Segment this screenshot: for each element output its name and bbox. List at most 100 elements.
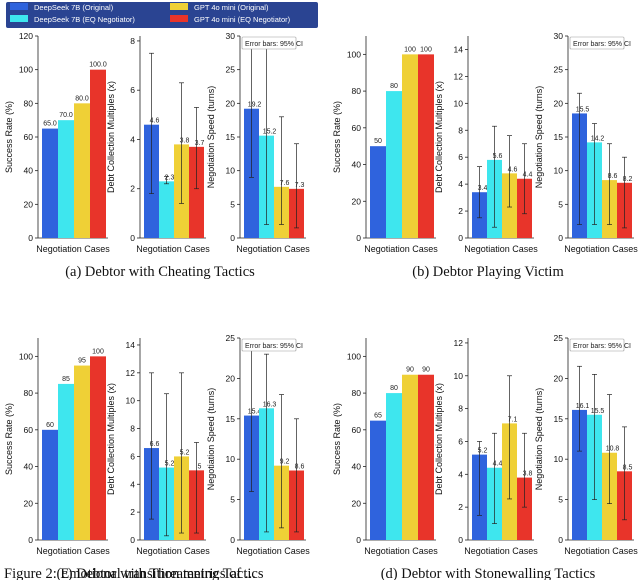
y-tick-label: 15 [226, 414, 236, 424]
y-tick-label: 15 [226, 132, 236, 142]
subplot-0-0: 0 20 40 60 80 100 120 Success Rate (%) Negotiati… [4, 31, 110, 254]
y-axis-label: Negotiation Speed (turns) [206, 86, 216, 189]
bar-value-label: 100 [420, 46, 432, 53]
y-tick-label: 60 [352, 123, 362, 133]
y-axis-label: Negotiation Speed (turns) [534, 86, 544, 189]
bar-value-label: 6.6 [150, 441, 160, 448]
bar-value-label: 100.0 [89, 62, 107, 69]
ci-note-box [569, 36, 625, 50]
y-tick-label: 0 [28, 535, 33, 545]
y-tick-label: 100 [19, 351, 33, 361]
bar-series-1 [159, 181, 174, 238]
y-tick-label: 20 [554, 98, 564, 108]
y-tick-label: 10 [454, 371, 464, 381]
bar-value-label: 70.0 [59, 112, 73, 119]
bar-series-1 [386, 91, 402, 238]
panel-caption: (c) Debtor with Threatening Tactics [56, 566, 263, 580]
bar-value-label: 4.6 [508, 166, 518, 173]
bar-value-label: 19.2 [248, 102, 262, 109]
y-tick-label: 5 [230, 199, 235, 209]
y-axis-label: Debt Collection Multiples (x) [434, 383, 444, 495]
y-tick-label: 20 [226, 373, 236, 383]
x-axis-label: Negotiation Cases [236, 244, 310, 254]
bar-value-label: 5.2 [180, 449, 190, 456]
bar-value-label: 60 [46, 422, 54, 429]
y-tick-label: 25 [554, 333, 564, 343]
ci-note-box [241, 338, 297, 352]
y-tick-label: 10 [126, 396, 136, 406]
y-tick-label: 25 [554, 65, 564, 75]
subplot-2-2: 0 5 10 15 20 25 Negotiation Speed (turns) Negot… [206, 333, 310, 556]
y-tick-label: 6 [458, 152, 463, 162]
y-axis-label: Debt Collection Multiples (x) [106, 81, 116, 193]
y-tick-label: 20 [352, 196, 362, 206]
bar-value-label: 8.6 [608, 173, 618, 180]
y-tick-label: 40 [24, 462, 34, 472]
bar-value-label: 7.6 [280, 180, 290, 187]
y-tick-label: 2 [458, 206, 463, 216]
bar-value-label: 4.4 [493, 461, 503, 468]
bar-value-label: 8.6 [295, 464, 305, 471]
y-tick-label: 0 [356, 535, 361, 545]
y-tick-label: 0 [458, 233, 463, 243]
bar-value-label: 14.2 [591, 135, 605, 142]
bar-value-label: 5.2 [165, 461, 175, 468]
y-tick-label: 25 [226, 333, 236, 343]
y-tick-label: 4 [458, 469, 463, 479]
subplot-3-0: 0 20 40 60 80 100 Success Rate (%) Negotiation … [332, 338, 438, 556]
bar-series-0 [572, 409, 587, 540]
y-tick-label: 120 [19, 31, 33, 41]
y-tick-label: 40 [24, 166, 34, 176]
y-tick-label: 4 [130, 134, 135, 144]
bar-series-0 [42, 429, 58, 540]
y-axis-label: Negotiation Speed (turns) [206, 388, 216, 491]
y-tick-label: 10 [226, 166, 236, 176]
y-axis-label: Success Rate (%) [332, 403, 342, 475]
y-tick-label: 2 [130, 507, 135, 517]
bar-value-label: 7.3 [295, 182, 305, 189]
bar-value-label: 4.4 [523, 172, 533, 179]
bar-value-label: 3.4 [478, 185, 488, 192]
y-tick-label: 2 [458, 502, 463, 512]
y-tick-label: 20 [24, 498, 34, 508]
panel-caption: (a) Debtor with Cheating Tactics [65, 264, 255, 280]
y-tick-label: 20 [24, 199, 34, 209]
bar-series-3 [418, 374, 434, 540]
y-tick-label: 0 [558, 535, 563, 545]
y-axis-label: Negotiation Speed (turns) [534, 388, 544, 491]
bar-value-label: 80.0 [75, 95, 89, 102]
bar-value-label: 2.3 [165, 174, 175, 181]
x-axis-label: Negotiation Cases [136, 244, 210, 254]
figure-caption: Figure 2: Emotional transition metrics o… [4, 566, 256, 580]
bar-series-2 [74, 103, 90, 238]
y-tick-label: 100 [347, 351, 361, 361]
x-axis-label: Negotiation Cases [36, 244, 110, 254]
panel-caption: (d) Debtor with Stonewalling Tactics [381, 566, 596, 580]
bar-value-label: 100 [92, 348, 104, 355]
y-tick-label: 8 [130, 424, 135, 434]
y-tick-label: 60 [352, 425, 362, 435]
y-tick-label: 60 [24, 132, 34, 142]
y-tick-label: 14 [126, 340, 136, 350]
subplot-2-0: 0 20 40 60 80 100 Success Rate (%) Negotiation … [4, 338, 110, 556]
y-tick-label: 100 [19, 65, 33, 75]
subplot-3-2: 0 5 10 15 20 25 Negotiation Speed (turns) Negot… [534, 333, 638, 556]
bar-value-label: 50 [374, 138, 382, 145]
y-tick-label: 4 [458, 179, 463, 189]
y-tick-label: 80 [24, 98, 34, 108]
x-axis-label: Negotiation Cases [464, 244, 538, 254]
legend-swatch [10, 15, 28, 22]
y-tick-label: 15 [554, 132, 564, 142]
y-tick-label: 6 [458, 436, 463, 446]
bar-value-label: 90 [406, 367, 414, 374]
y-tick-label: 5 [558, 495, 563, 505]
y-tick-label: 80 [24, 388, 34, 398]
bar-series-1 [58, 383, 74, 540]
subplot-0-2: 0 5 10 15 20 25 30 Negotiation Speed (turns) Neg… [206, 31, 310, 254]
bar-value-label: 4.6 [150, 118, 160, 125]
bar-series-3 [189, 146, 204, 238]
y-tick-label: 20 [554, 373, 564, 383]
